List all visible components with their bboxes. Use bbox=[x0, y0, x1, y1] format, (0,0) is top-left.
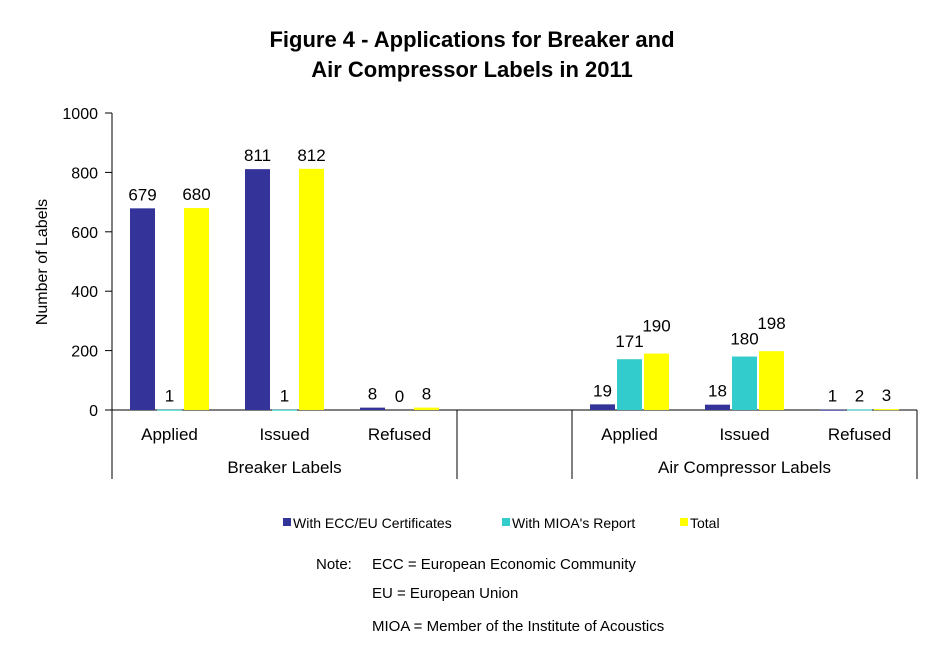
data-label: 0 bbox=[395, 387, 404, 406]
chart-title-line-2: Air Compressor Labels in 2011 bbox=[311, 57, 633, 82]
data-label: 1 bbox=[280, 387, 289, 406]
x-tick-label: Refused bbox=[368, 425, 431, 444]
legend-swatch bbox=[680, 518, 688, 526]
legend-label: Total bbox=[690, 515, 720, 531]
legend-swatch bbox=[283, 518, 291, 526]
data-label: 3 bbox=[882, 386, 891, 405]
bar bbox=[644, 353, 669, 410]
data-label: 190 bbox=[642, 317, 670, 336]
note-line-2: EU = European Union bbox=[372, 585, 518, 602]
bar bbox=[617, 359, 642, 410]
note-prefix: Note: bbox=[316, 556, 352, 573]
legend: With ECC/EU Certificates With MIOA's Repo… bbox=[283, 515, 720, 531]
data-label: 198 bbox=[757, 314, 785, 333]
y-axis-label: Number of Labels bbox=[34, 199, 51, 325]
group-label: Breaker Labels bbox=[227, 458, 341, 477]
x-tick-label: Applied bbox=[601, 425, 658, 444]
legend-swatch bbox=[502, 518, 510, 526]
data-label: 812 bbox=[297, 146, 325, 165]
chart-title-line-1: Figure 4 - Applications for Breaker and bbox=[269, 27, 674, 52]
bar bbox=[184, 208, 209, 410]
y-tick-label: 200 bbox=[71, 344, 98, 361]
bar bbox=[360, 407, 385, 410]
bar bbox=[414, 407, 439, 410]
x-tick-label: Issued bbox=[719, 425, 769, 444]
data-label: 19 bbox=[593, 381, 612, 400]
bar bbox=[759, 351, 784, 410]
y-tick-label: 600 bbox=[71, 225, 98, 242]
data-label: 1 bbox=[165, 387, 174, 406]
bar bbox=[130, 208, 155, 410]
data-label: 8 bbox=[368, 385, 377, 404]
x-tick-label: Applied bbox=[141, 425, 198, 444]
data-label: 680 bbox=[182, 185, 210, 204]
data-label: 2 bbox=[855, 386, 864, 405]
legend-label: With MIOA's Report bbox=[512, 515, 635, 531]
bar bbox=[874, 409, 899, 411]
bar bbox=[272, 409, 297, 411]
note-line-3: MIOA = Member of the Institute of Acoust… bbox=[372, 618, 664, 635]
data-label: 1 bbox=[828, 387, 837, 406]
bar bbox=[847, 409, 872, 411]
data-label: 8 bbox=[422, 385, 431, 404]
bar bbox=[245, 169, 270, 410]
group-label: Air Compressor Labels bbox=[658, 458, 831, 477]
y-tick-label: 400 bbox=[71, 284, 98, 301]
data-label: 180 bbox=[730, 330, 758, 349]
data-label: 171 bbox=[615, 332, 643, 351]
bar bbox=[157, 409, 182, 411]
note-line-1: ECC = European Economic Community bbox=[372, 556, 636, 573]
data-label: 18 bbox=[708, 382, 727, 401]
legend-label: With ECC/EU Certificates bbox=[293, 515, 452, 531]
data-label: 679 bbox=[128, 185, 156, 204]
bar bbox=[705, 404, 730, 410]
y-tick-label: 800 bbox=[71, 165, 98, 182]
x-tick-label: Refused bbox=[828, 425, 891, 444]
bar bbox=[820, 409, 845, 411]
y-tick-label: 1000 bbox=[62, 106, 98, 123]
y-tick-label: 0 bbox=[89, 403, 98, 420]
bar bbox=[299, 168, 324, 410]
bar bbox=[590, 404, 615, 410]
x-tick-label: Issued bbox=[259, 425, 309, 444]
data-label: 811 bbox=[244, 146, 271, 165]
bar bbox=[732, 356, 757, 410]
